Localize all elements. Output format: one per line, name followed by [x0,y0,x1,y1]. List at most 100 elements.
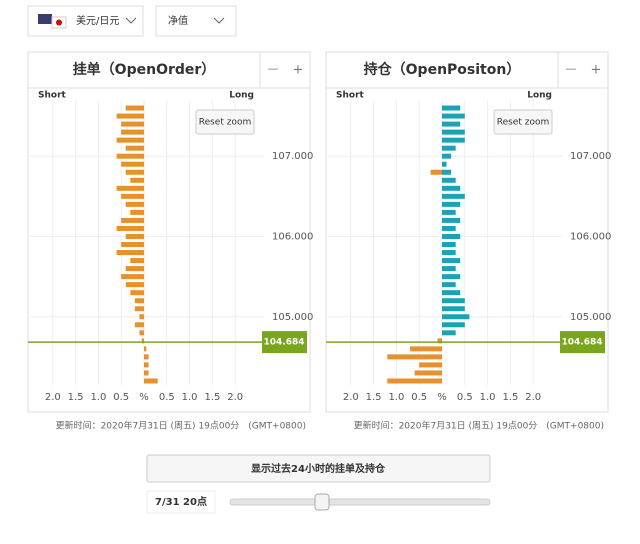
bar [130,209,144,215]
pair-label: 美元/日元 [76,14,119,27]
x-tick-label: 1.5 [502,392,518,403]
x-tick-label: 0.5 [113,392,129,403]
price-tag-label: 104.684 [264,338,305,348]
bar [442,225,456,231]
bar [442,258,461,264]
reset-zoom-button[interactable] [195,109,255,135]
chart-panel: 挂单（OpenOrder） — + Short Long 2.0 1.5 1.0 0.5% 0.5… [27,51,313,432]
us-flag [38,14,52,24]
bar [414,370,442,376]
long-label: Long [527,91,552,101]
bar [442,129,465,135]
bar [442,105,461,111]
bar [442,322,465,328]
time-box [146,490,216,514]
mode-label: 净值 [168,14,188,27]
bar [121,121,144,127]
x-tick-label: 0.5 [411,392,427,403]
x-tick-label: 1.0 [388,392,404,403]
bar [130,290,144,296]
update-time: 更新时间：2020年7月31日 (周五) 19点00分 (GMT+0800) [56,420,306,432]
history-button-label: 显示过去24小时的挂单及持仓 [251,462,386,475]
bar [442,330,456,336]
bar [442,169,452,175]
zoom-in[interactable]: + [591,63,602,78]
bar [442,177,456,183]
bar [442,193,465,199]
bar [125,145,144,151]
bar [121,274,144,280]
chart-title: 持仓（OpenPositon） [364,61,521,78]
x-tick-label: 1.5 [204,392,220,403]
bar [430,169,442,175]
y-tick-label: 106.000 [570,231,611,242]
bar [442,161,447,167]
bar [139,314,144,320]
y-tick-label: 105.000 [570,312,611,323]
x-tick-label: 2.0 [525,392,541,403]
zoom-out[interactable]: — [566,62,577,75]
bar [121,193,144,199]
bar [442,282,456,288]
bar [125,105,144,111]
bar [121,161,144,167]
bar [442,242,456,248]
price-tag-label: 104.684 [562,338,603,348]
bar [387,354,442,360]
bar [116,225,144,231]
bar [442,274,461,280]
bar [442,121,461,127]
bar [125,282,144,288]
x-tick-label: 1.0 [182,392,198,403]
x-tick-label: 1.5 [366,392,382,403]
chart-panel: 持仓（OpenPositon） — + Short Long 2.0 1.5 1.0 0.5% 0… [325,51,611,432]
bar [134,306,144,312]
bar [141,338,144,344]
bar [144,346,147,352]
x-tick-label: 1.0 [90,392,106,403]
x-tick-label: % [437,392,447,403]
x-tick-label: 2.0 [343,392,359,403]
bar [442,233,461,239]
x-tick-label: 2.0 [45,392,61,403]
long-label: Long [229,91,254,101]
bar [442,250,456,256]
x-tick-label: 2.0 [227,392,243,403]
bar [130,258,144,264]
slider-track[interactable] [229,498,491,506]
bar [442,217,461,223]
bar [116,113,144,119]
reset-zoom-button[interactable] [493,109,553,135]
reset-zoom-label: Reset zoom [199,118,252,128]
bar [144,354,149,360]
bar [130,177,144,183]
slider-thumb[interactable] [314,493,330,511]
chevron [213,17,225,24]
bar [437,338,442,344]
bar [134,322,144,328]
bar [116,250,144,256]
chart-title: 挂单（OpenOrder） [73,61,216,78]
bar [442,201,461,207]
bar [442,113,465,119]
bar [442,185,461,191]
mode-dropdown[interactable] [155,5,237,37]
bar [419,362,442,368]
bar [125,169,144,175]
time-label: 7/31 20点 [155,495,207,508]
bar [442,306,465,312]
jp-dot [56,19,62,26]
zoom-out[interactable]: — [268,62,279,75]
x-tick-label: 0.5 [457,392,473,403]
bar [144,378,158,384]
x-tick-label: 0.5 [159,392,175,403]
bar [442,209,456,215]
history-button[interactable] [146,454,491,483]
zoom-in[interactable]: + [293,63,304,78]
bar [125,201,144,207]
panel-border [325,51,609,413]
bar [116,153,144,159]
bar [121,129,144,135]
bar [116,185,144,191]
